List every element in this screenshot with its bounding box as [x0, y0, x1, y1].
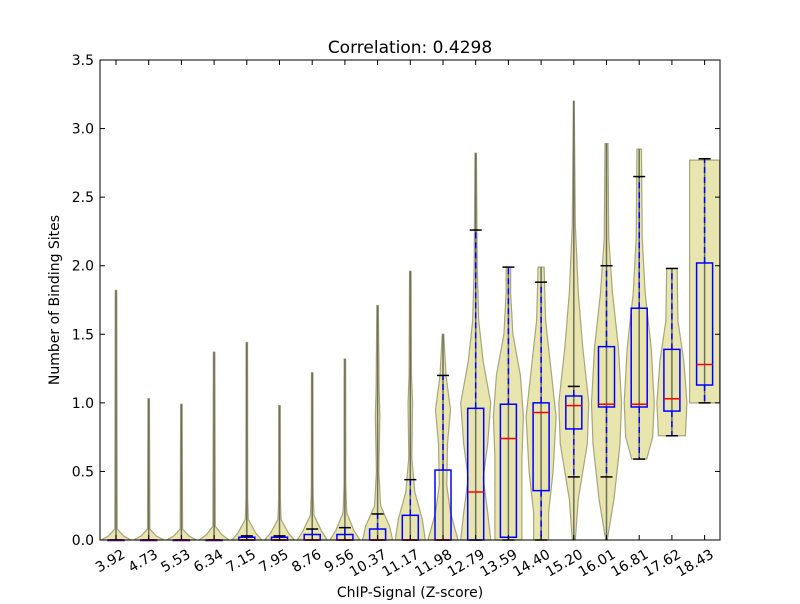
x-tick-label: 6.34	[191, 547, 226, 576]
box-17.62	[663, 348, 681, 412]
y-tick-label: 2.5	[72, 190, 94, 206]
x-tick-label: 4.73	[126, 547, 161, 576]
y-tick-label: 0.5	[72, 464, 94, 480]
y-axis-label: Number of Binding Sites	[47, 215, 63, 385]
box-18.43	[695, 262, 714, 386]
box-15.20	[565, 395, 583, 430]
x-tick-label: 7.15	[224, 547, 259, 576]
x-axis-label: ChIP-Signal (Z-score)	[337, 585, 483, 600]
box-14.40	[532, 402, 550, 492]
y-tick-label: 2.0	[72, 259, 94, 275]
x-tick-label: 7.95	[257, 547, 292, 576]
y-tick-label: 0.0	[72, 533, 94, 549]
y-tick-label: 3.5	[72, 53, 94, 69]
x-tick-label: 3.92	[93, 547, 128, 576]
x-tick-label: 8.76	[289, 547, 324, 576]
box-16.81	[630, 307, 648, 408]
y-tick-label: 1.5	[72, 327, 94, 343]
box-16.01	[597, 345, 616, 408]
x-tick-label: 5.53	[158, 547, 193, 576]
x-tick-label: 18.43	[674, 547, 717, 581]
y-tick-label: 3.0	[72, 122, 94, 138]
y-tick-label: 1.0	[72, 396, 94, 412]
chart-title: Correlation: 0.4298	[328, 38, 492, 58]
